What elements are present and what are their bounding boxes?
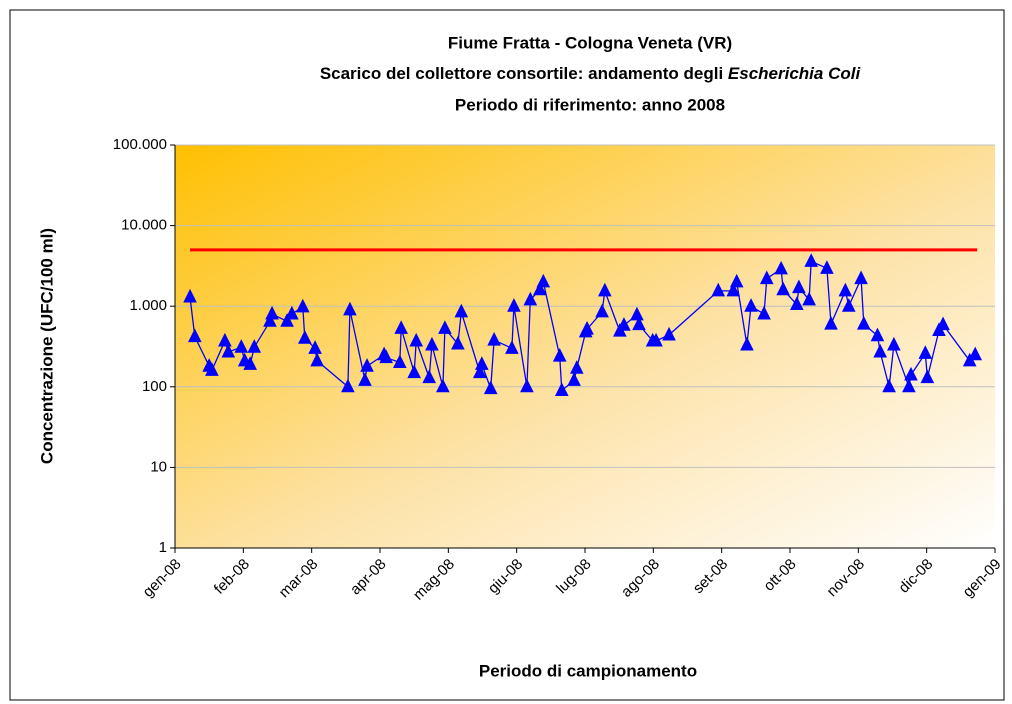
data-point bbox=[425, 336, 439, 351]
data-point bbox=[870, 327, 885, 342]
data-point bbox=[234, 339, 249, 353]
data-point bbox=[882, 378, 896, 393]
data-point bbox=[393, 354, 407, 369]
data-point bbox=[904, 366, 918, 381]
data-point bbox=[740, 336, 754, 351]
data-point bbox=[873, 343, 888, 358]
data-point bbox=[838, 282, 853, 297]
data-point bbox=[360, 358, 374, 372]
data-point bbox=[662, 326, 676, 341]
data-point bbox=[757, 305, 771, 320]
data-point bbox=[792, 279, 806, 294]
data-point bbox=[243, 356, 257, 370]
data-point bbox=[475, 356, 489, 370]
data-point bbox=[744, 298, 758, 312]
y-tick-label: 1.000 bbox=[129, 297, 167, 314]
data-point bbox=[505, 340, 519, 354]
data-point bbox=[454, 303, 469, 318]
y-axis-title: Concentrazione (UFC/100 ml) bbox=[37, 228, 56, 464]
x-axis-title: Periodo di campionamento bbox=[479, 661, 697, 680]
data-point bbox=[487, 331, 501, 346]
data-point bbox=[580, 320, 594, 335]
data-point bbox=[343, 301, 357, 316]
data-point bbox=[595, 303, 609, 318]
y-tick-label: 100.000 bbox=[113, 136, 167, 153]
data-point bbox=[856, 315, 871, 330]
data-point bbox=[247, 339, 262, 353]
data-point bbox=[774, 260, 788, 275]
data-point bbox=[632, 316, 646, 331]
data-point bbox=[569, 360, 584, 374]
data-point bbox=[567, 372, 581, 386]
data-point bbox=[790, 296, 804, 310]
data-point bbox=[802, 291, 816, 306]
data-point bbox=[918, 345, 933, 359]
data-point bbox=[533, 281, 547, 296]
data-point bbox=[854, 270, 868, 285]
data-point bbox=[887, 336, 901, 351]
data-point bbox=[776, 281, 790, 296]
data-point bbox=[280, 313, 294, 327]
data-point bbox=[285, 305, 299, 320]
y-tick-label: 10.000 bbox=[121, 217, 167, 234]
data-point bbox=[820, 260, 834, 274]
data-point bbox=[472, 364, 487, 379]
data-point bbox=[183, 288, 197, 303]
data-point bbox=[902, 378, 916, 393]
y-tick-label: 100 bbox=[142, 378, 167, 395]
data-point bbox=[759, 270, 774, 285]
data-point bbox=[968, 346, 982, 361]
data-point bbox=[841, 298, 856, 312]
data-point bbox=[308, 340, 322, 354]
data-point bbox=[729, 273, 744, 288]
data-point bbox=[520, 378, 534, 393]
subtitle-part: Scarico del collettore consortile: andam… bbox=[320, 64, 728, 83]
data-point bbox=[649, 332, 663, 347]
y-tick-label: 1 bbox=[159, 539, 167, 556]
data-point bbox=[936, 316, 950, 331]
data-point bbox=[438, 320, 452, 334]
data-point bbox=[295, 298, 310, 313]
data-point bbox=[265, 305, 279, 320]
data-point bbox=[630, 306, 644, 321]
data-point bbox=[552, 348, 567, 362]
data-point bbox=[598, 282, 612, 297]
data-point bbox=[341, 378, 355, 393]
data-point bbox=[711, 282, 726, 297]
data-point bbox=[726, 282, 741, 297]
data-point bbox=[523, 291, 538, 306]
data-point bbox=[451, 335, 465, 350]
chart-title: Fiume Fratta - Cologna Veneta (VR) bbox=[448, 33, 732, 52]
data-point bbox=[310, 352, 324, 367]
data-point bbox=[804, 253, 818, 267]
data-point bbox=[358, 372, 372, 386]
data-point bbox=[422, 369, 437, 384]
data-point bbox=[824, 315, 838, 330]
data-point bbox=[205, 362, 219, 376]
data-point bbox=[617, 317, 631, 331]
data-point bbox=[409, 332, 424, 347]
data-point bbox=[218, 332, 232, 347]
data-point bbox=[536, 273, 551, 288]
data-point bbox=[483, 380, 498, 395]
data-point bbox=[407, 364, 421, 379]
data-point bbox=[920, 369, 935, 384]
data-point bbox=[221, 343, 236, 358]
data-point bbox=[394, 320, 408, 334]
chart-subtitle: Scarico del collettore consortile: andam… bbox=[320, 64, 862, 83]
data-point bbox=[188, 328, 202, 343]
data-point bbox=[436, 378, 450, 393]
subtitle-italic: Escherichia Coli bbox=[728, 64, 862, 83]
chart-subtitle2: Periodo di riferimento: anno 2008 bbox=[455, 95, 725, 114]
data-point bbox=[507, 298, 521, 312]
data-point bbox=[263, 313, 277, 327]
data-point bbox=[554, 382, 569, 396]
plot-area bbox=[175, 145, 995, 548]
data-point bbox=[379, 349, 393, 364]
y-tick-label: 10 bbox=[150, 458, 167, 475]
data-point bbox=[298, 330, 312, 344]
